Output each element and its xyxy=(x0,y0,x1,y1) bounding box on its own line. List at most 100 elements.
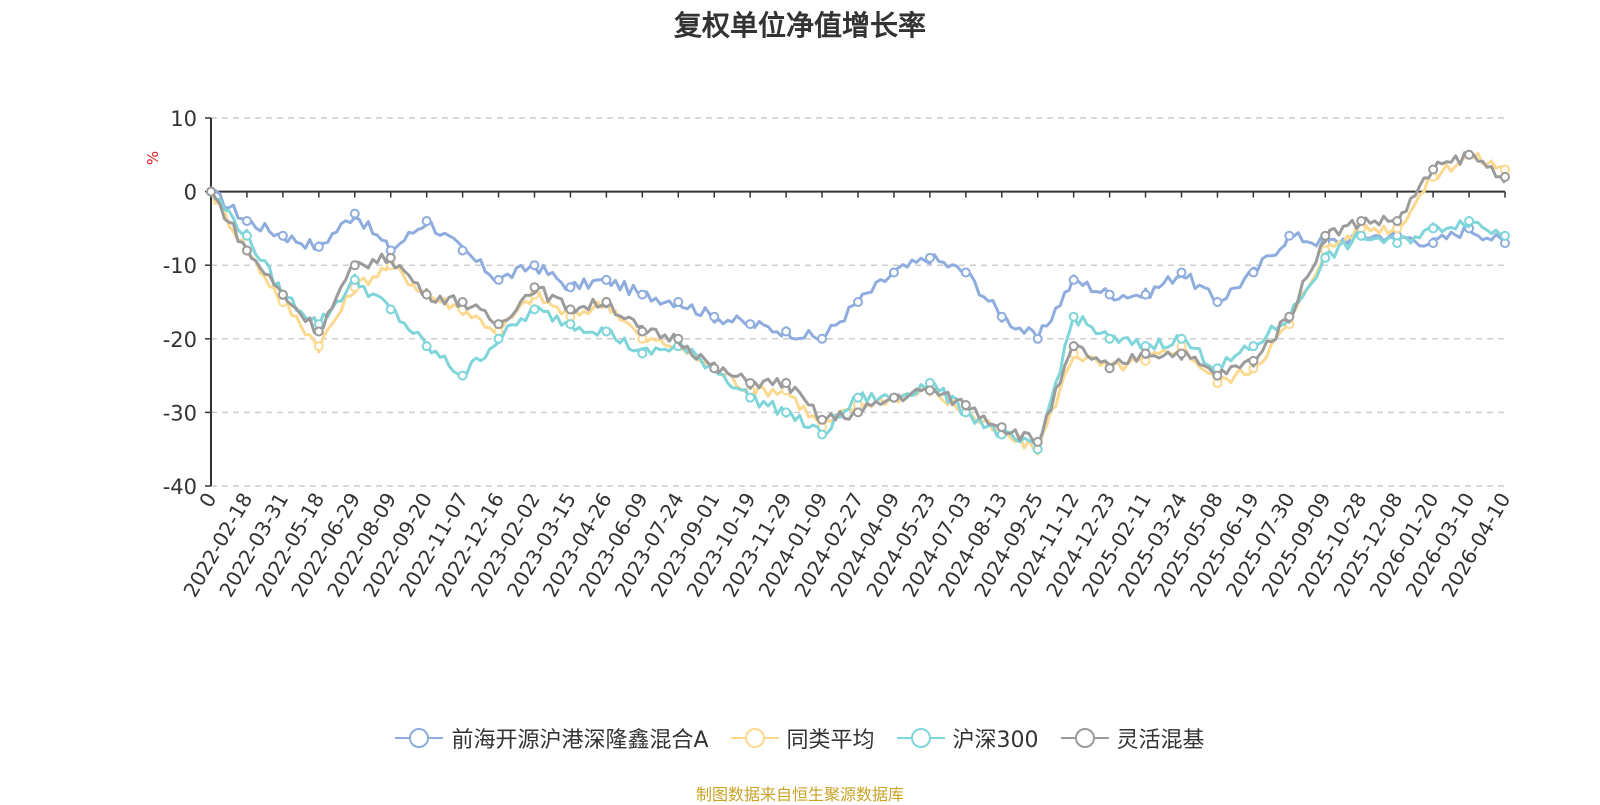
series-point xyxy=(1068,274,1079,285)
series-point xyxy=(1320,230,1331,241)
grid-layer xyxy=(211,117,1505,487)
legend-label: 前海开源沪港深隆鑫混合A xyxy=(451,728,709,753)
series-point xyxy=(673,297,684,307)
series-point xyxy=(493,333,504,344)
series-point xyxy=(781,326,792,337)
y-tick-label: -40 xyxy=(163,475,197,499)
series-point xyxy=(277,289,288,300)
series-point xyxy=(1032,333,1043,344)
series-point xyxy=(817,429,828,440)
series-point xyxy=(601,297,612,307)
legend-swatch-icon xyxy=(896,728,945,748)
series-point xyxy=(565,319,576,330)
series-point xyxy=(241,216,252,227)
series-point xyxy=(924,385,935,396)
series-point xyxy=(1284,230,1295,241)
series-point xyxy=(529,260,540,271)
series-point xyxy=(206,186,216,197)
series-point xyxy=(960,400,971,411)
legend-label: 灵活混基 xyxy=(1116,728,1205,753)
axis-layer xyxy=(205,117,1506,487)
series-point xyxy=(1428,164,1439,175)
series-point xyxy=(1500,171,1510,182)
series-point xyxy=(1428,238,1439,249)
series-point xyxy=(853,392,863,403)
series-layer xyxy=(206,149,1510,456)
series-point xyxy=(1356,230,1367,241)
y-tick-layer: 10 0 -10 -20 -30 -40 xyxy=(163,107,197,499)
series-point xyxy=(960,267,971,278)
series-point xyxy=(745,392,756,403)
series-point xyxy=(817,414,828,425)
series-point xyxy=(385,304,396,315)
legend-label: 沪深300 xyxy=(952,728,1039,753)
series-point xyxy=(493,319,504,330)
legend-swatch-icon xyxy=(1060,728,1109,748)
series-point xyxy=(1140,348,1151,359)
chart-legend: 前海开源沪港深隆鑫混合A 同类平均 沪深300 灵活混基 xyxy=(0,722,1600,754)
series-point xyxy=(1248,267,1259,278)
legend-item[interactable]: 沪深300 xyxy=(896,722,1039,754)
series-point xyxy=(565,282,576,293)
series-point xyxy=(313,326,324,337)
series-point xyxy=(1104,289,1115,300)
y-axis-unit-label: % xyxy=(144,151,162,165)
y-tick-label: 0 xyxy=(184,181,197,205)
series-point xyxy=(1104,333,1115,344)
series-point xyxy=(421,216,432,227)
series-point xyxy=(781,377,792,388)
series-point xyxy=(817,333,828,344)
legend-label: 同类平均 xyxy=(786,728,875,753)
series-point xyxy=(1176,333,1187,344)
series-point xyxy=(853,407,863,418)
series-point xyxy=(277,230,288,241)
series-point xyxy=(745,319,756,330)
series-point xyxy=(637,348,648,359)
series-point xyxy=(1248,341,1259,352)
series-point xyxy=(493,274,504,285)
series-point xyxy=(313,341,324,352)
series-point xyxy=(637,326,648,337)
series-point xyxy=(349,274,360,285)
series-point xyxy=(1464,149,1475,160)
series-point xyxy=(637,289,648,300)
series-point xyxy=(529,282,540,293)
y-tick-label: 10 xyxy=(170,107,197,131)
series-point xyxy=(349,208,360,219)
series-point xyxy=(1104,363,1115,374)
series-point xyxy=(888,392,899,403)
series-point xyxy=(1032,436,1043,447)
series-point xyxy=(924,252,935,263)
series-point xyxy=(313,241,324,252)
series-point xyxy=(1392,238,1403,249)
legend-item[interactable]: 灵活混基 xyxy=(1060,722,1205,754)
x-tick-layer: 02022-02-182022-03-312022-05-182022-06-2… xyxy=(178,489,1515,602)
y-tick-label: -30 xyxy=(163,401,197,425)
series-point xyxy=(601,326,612,337)
series-point xyxy=(1392,216,1403,227)
series-point xyxy=(529,304,540,315)
series-point xyxy=(1176,348,1187,359)
series-point xyxy=(709,311,720,322)
series-point xyxy=(996,311,1007,322)
series-point xyxy=(853,297,863,307)
series-point xyxy=(996,422,1007,433)
series-point xyxy=(1356,216,1367,227)
series-point xyxy=(1212,370,1223,381)
series-point xyxy=(1212,297,1223,307)
series-point xyxy=(1140,289,1151,300)
series-point xyxy=(888,267,899,278)
y-tick-label: -10 xyxy=(163,254,197,278)
series-point xyxy=(457,297,468,307)
legend-item[interactable]: 前海开源沪港深隆鑫混合A xyxy=(395,722,709,754)
legend-item[interactable]: 同类平均 xyxy=(730,722,875,754)
series-point xyxy=(421,341,432,352)
series-point xyxy=(673,333,684,344)
series-point xyxy=(1068,311,1079,322)
series-point xyxy=(1320,252,1331,263)
series-point xyxy=(457,370,468,381)
legend-swatch-icon xyxy=(395,728,444,748)
series-point xyxy=(385,252,396,263)
data-source-note: 制图数据来自恒生聚源数据库 xyxy=(695,785,904,804)
series-point xyxy=(1464,216,1475,227)
